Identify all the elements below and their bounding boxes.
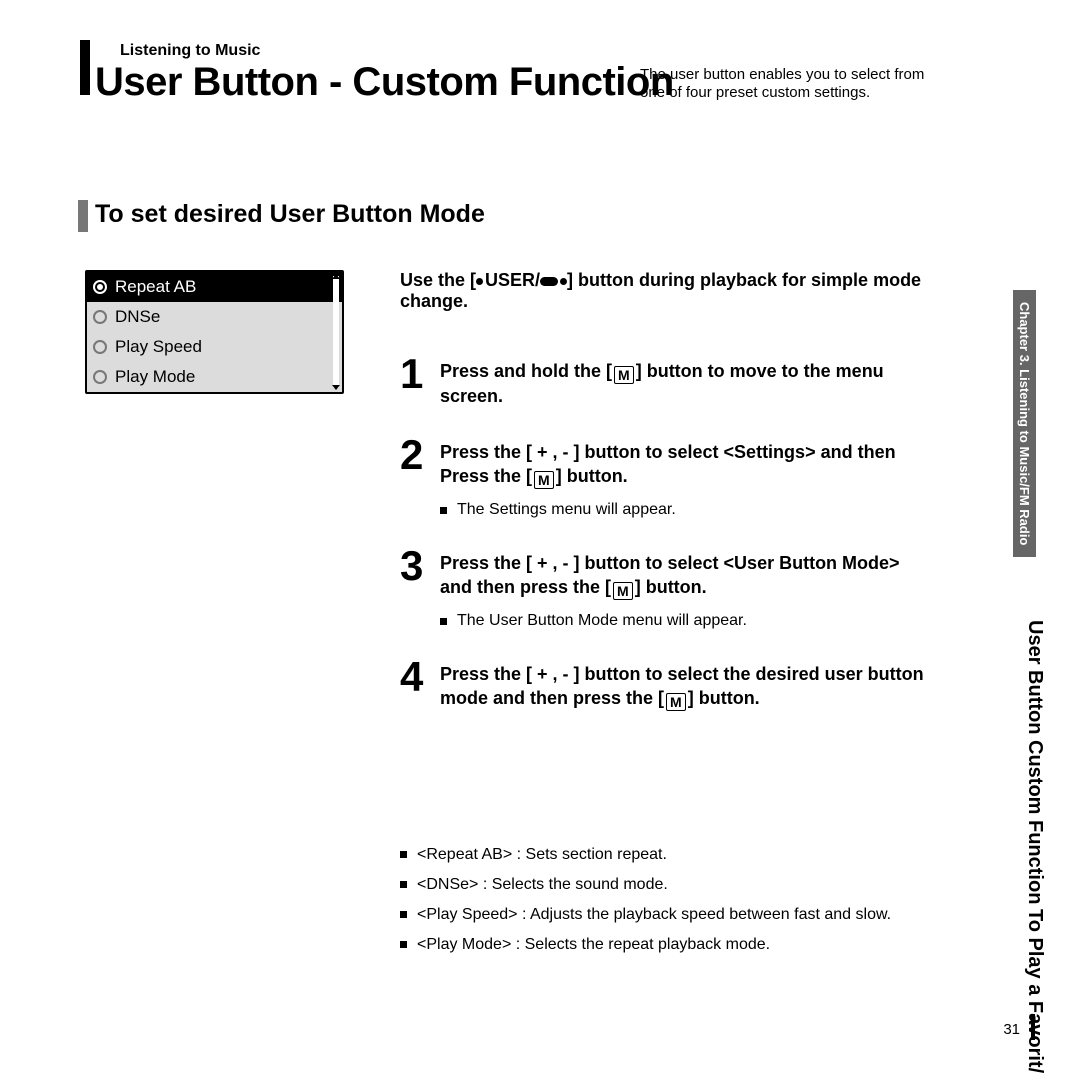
scrollbar-icon (333, 276, 339, 388)
step-body: Press the [ + , - ] button to select the… (440, 660, 930, 711)
mode-descriptions: <Repeat AB> : Sets section repeat. <DNSe… (400, 842, 930, 962)
step-text: ] button. (635, 577, 707, 597)
sub-text: The User Button Mode menu will appear. (457, 612, 747, 630)
step-number: 2 (400, 438, 440, 472)
breadcrumb: Listening to Music (120, 42, 260, 60)
square-bullet-icon (440, 618, 447, 625)
menu-item-label: Play Speed (115, 337, 202, 357)
desc-item: <DNSe> : Selects the sound mode. (400, 872, 930, 898)
step-number: 3 (400, 549, 440, 583)
menu-item-label: Repeat AB (115, 277, 196, 297)
m-button-icon: M (534, 471, 554, 489)
intro-user: USER/ (485, 270, 540, 290)
side-title-1: To Play a Favorit/ (1023, 909, 1050, 1073)
step-main-text: Press and hold the [M] button to move to… (440, 359, 930, 408)
device-menu-item: Play Mode (87, 362, 342, 392)
device-menu-item-selected: Repeat AB (87, 272, 342, 302)
desc-item: <Play Mode> : Selects the repeat playbac… (400, 932, 930, 958)
desc-item: <Play Speed> : Adjusts the playback spee… (400, 902, 930, 928)
step-2: 2 Press the [ + , - ] button to select <… (400, 438, 930, 519)
intro-pre: Use the [ (400, 270, 476, 290)
step-main-text: Press the [ + , - ] button to select <Se… (440, 440, 930, 489)
square-bullet-icon (400, 941, 407, 948)
step-main-text: Press the [ + , - ] button to select <Us… (440, 551, 930, 600)
step-text: ] button. (556, 466, 628, 486)
step-1: 1 Press and hold the [M] button to move … (400, 357, 930, 408)
intro-post: ] button during playback for simple mode… (400, 270, 921, 311)
device-menu-item: DNSe (87, 302, 342, 332)
dot-icon (560, 278, 567, 285)
page-number-rule (1031, 1014, 1035, 1040)
menu-item-label: Play Mode (115, 367, 195, 387)
menu-item-label: DNSe (115, 307, 160, 327)
dot-icon (476, 278, 483, 285)
radio-icon (93, 310, 107, 324)
step-number: 4 (400, 660, 440, 694)
m-button-icon: M (666, 693, 686, 711)
chapter-tab: Chapter 3. Listening to Music/FM Radio (1013, 290, 1036, 557)
desc-text: <Repeat AB> : Sets section repeat. (417, 842, 667, 868)
device-screen-mock: Repeat AB DNSe Play Speed Play Mode (85, 270, 344, 394)
device-menu-item: Play Speed (87, 332, 342, 362)
step-body: Press and hold the [M] button to move to… (440, 357, 930, 408)
section-rule (78, 200, 88, 232)
m-button-icon: M (613, 582, 633, 600)
m-button-icon: M (614, 366, 634, 384)
intro-text: Use the [ USER/] button during playback f… (400, 270, 930, 312)
pill-icon (540, 277, 558, 286)
side-title-2: User Button Custom Function (1023, 620, 1046, 904)
section-title: To set desired User Button Mode (95, 200, 485, 229)
step-sub-text: The User Button Mode menu will appear. (440, 612, 930, 630)
desc-text: <Play Speed> : Adjusts the playback spee… (417, 902, 891, 928)
square-bullet-icon (440, 507, 447, 514)
desc-text: <Play Mode> : Selects the repeat playbac… (417, 932, 770, 958)
title-rule (80, 40, 90, 95)
instructions-block: Use the [ USER/] button during playback f… (400, 270, 930, 741)
manual-page: Listening to Music User Button - Custom … (0, 0, 1080, 1080)
step-number: 1 (400, 357, 440, 391)
square-bullet-icon (400, 851, 407, 858)
radio-icon (93, 370, 107, 384)
step-body: Press the [ + , - ] button to select <Se… (440, 438, 930, 519)
radio-selected-icon (93, 280, 107, 294)
sub-text: The Settings menu will appear. (457, 501, 676, 519)
page-title: User Button - Custom Function (95, 60, 674, 104)
side-section-titles: User Button Custom Function To Play a Fa… (1023, 620, 1050, 1073)
desc-item: <Repeat AB> : Sets section repeat. (400, 842, 930, 868)
radio-icon (93, 340, 107, 354)
step-3: 3 Press the [ + , - ] button to select <… (400, 549, 930, 630)
title-row: User Button - Custom Function The user b… (95, 60, 1020, 105)
square-bullet-icon (400, 881, 407, 888)
step-body: Press the [ + , - ] button to select <Us… (440, 549, 930, 630)
step-text: Press the [ + , - ] button to select <Se… (440, 442, 896, 486)
step-4: 4 Press the [ + , - ] button to select t… (400, 660, 930, 711)
chapter-label: Chapter 3. Listening to Music/FM Radio (1013, 290, 1036, 557)
step-text: Press and hold the [ (440, 361, 612, 381)
title-description: The user button enables you to select fr… (640, 66, 940, 102)
step-text: ] button. (688, 688, 760, 708)
square-bullet-icon (400, 911, 407, 918)
step-main-text: Press the [ + , - ] button to select the… (440, 662, 930, 711)
desc-text: <DNSe> : Selects the sound mode. (417, 872, 668, 898)
page-number: 31 (1003, 1021, 1020, 1038)
step-sub-text: The Settings menu will appear. (440, 501, 930, 519)
